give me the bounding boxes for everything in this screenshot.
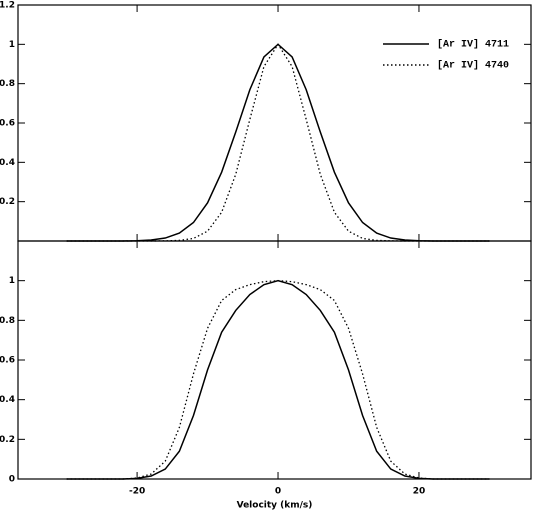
x-tick-label: 20: [413, 487, 426, 497]
y-tick-label: 0.4: [0, 158, 15, 168]
y-tick-label: 0.6: [0, 356, 15, 366]
legend-label: [Ar IV] 4740: [437, 60, 509, 72]
y-tick-label: 0.8: [0, 79, 15, 89]
legend: [Ar IV] 4711 [Ar IV] 4740: [383, 39, 509, 72]
legend-label: [Ar IV] 4711: [437, 39, 509, 51]
line-series: [66, 43, 490, 242]
x-tick-label: 0: [275, 487, 281, 497]
y-tick-label: 0.2: [0, 435, 15, 445]
line-series: [66, 279, 490, 480]
y-tick-label: 0.4: [0, 395, 15, 405]
y-tick-label: 0.8: [0, 316, 15, 326]
plot-frame: [17, 240, 532, 480]
y-tick-label: 1.2: [0, 1, 15, 11]
line-series: [66, 280, 490, 480]
y-tick-label: 1: [9, 276, 15, 286]
y-tick-label: 0: [9, 475, 15, 485]
y-tick-label: 1: [9, 40, 15, 50]
y-tick-label: 0.2: [0, 197, 15, 207]
y-tick-label: 0.6: [0, 119, 15, 129]
x-tick-label: -20: [129, 487, 145, 497]
line-series: [66, 43, 490, 242]
x-axis-label: Velocity (km/s): [237, 501, 313, 511]
